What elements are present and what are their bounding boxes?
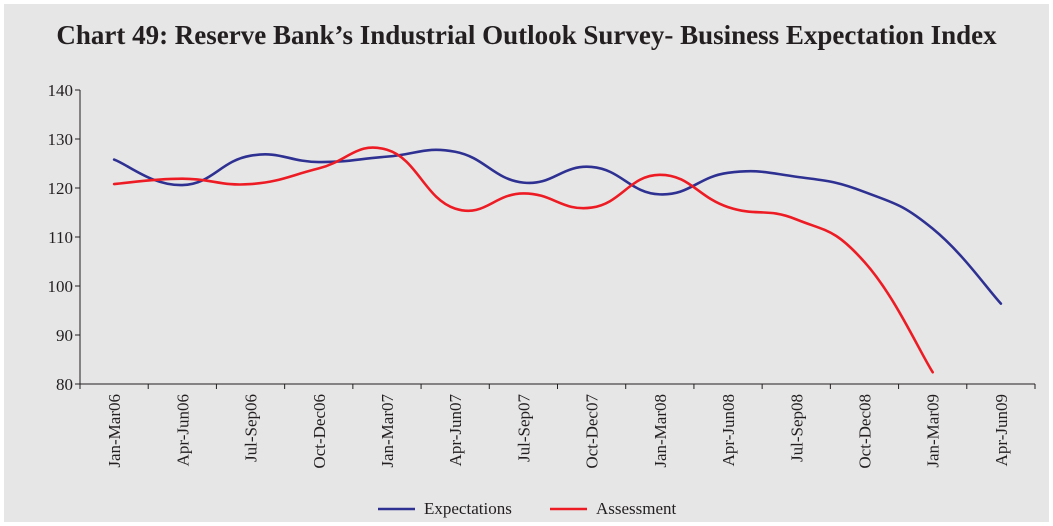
x-tick-label: Jan-Mar07 bbox=[378, 394, 397, 468]
y-tick-label: 120 bbox=[48, 179, 74, 198]
y-tick-label: 130 bbox=[48, 130, 74, 149]
x-tick-label: Jan-Mar06 bbox=[105, 394, 124, 468]
x-tick-label: Apr-Jun08 bbox=[719, 394, 738, 466]
x-tick-label: Jul-Sep08 bbox=[787, 394, 806, 462]
y-tick-label: 80 bbox=[56, 375, 73, 394]
chart-title: Chart 49: Reserve Bank’s Industrial Outl… bbox=[56, 20, 997, 50]
x-tick-label: Oct-Dec08 bbox=[855, 394, 874, 469]
legend: Expectations Assessment bbox=[378, 499, 677, 518]
chart-background bbox=[4, 4, 1049, 522]
y-tick-label: 110 bbox=[48, 228, 73, 247]
y-axis-ticks: 80 90 100 110 120 130 140 bbox=[48, 81, 80, 394]
y-tick-label: 100 bbox=[48, 277, 74, 296]
legend-label-assessment: Assessment bbox=[596, 499, 677, 518]
series-line-assessment bbox=[112, 146, 934, 374]
axes bbox=[79, 90, 1035, 385]
x-tick-label: Apr-Jun07 bbox=[446, 394, 465, 467]
x-tick-label: Jan-Mar09 bbox=[924, 394, 943, 468]
legend-label-expectations: Expectations bbox=[424, 499, 512, 518]
y-tick-label: 90 bbox=[56, 326, 73, 345]
x-tick-label: Oct-Dec06 bbox=[310, 394, 329, 469]
series-lines bbox=[112, 146, 1003, 374]
x-tick-label: Jul-Sep07 bbox=[514, 394, 533, 463]
series-line-expectations bbox=[112, 148, 1003, 305]
x-tick-label: Oct-Dec07 bbox=[583, 394, 602, 469]
x-axis-ticks: Jan-Mar06 Apr-Jun06 Jul-Sep06 Oct-Dec06 Jan-… bbox=[79, 384, 1036, 469]
x-tick-label: Apr-Jun06 bbox=[173, 394, 192, 466]
x-tick-label: Jan-Mar08 bbox=[651, 394, 670, 468]
y-tick-label: 140 bbox=[48, 81, 74, 100]
x-tick-label: Jul-Sep06 bbox=[242, 394, 261, 462]
x-tick-label: Apr-Jun09 bbox=[992, 394, 1011, 466]
